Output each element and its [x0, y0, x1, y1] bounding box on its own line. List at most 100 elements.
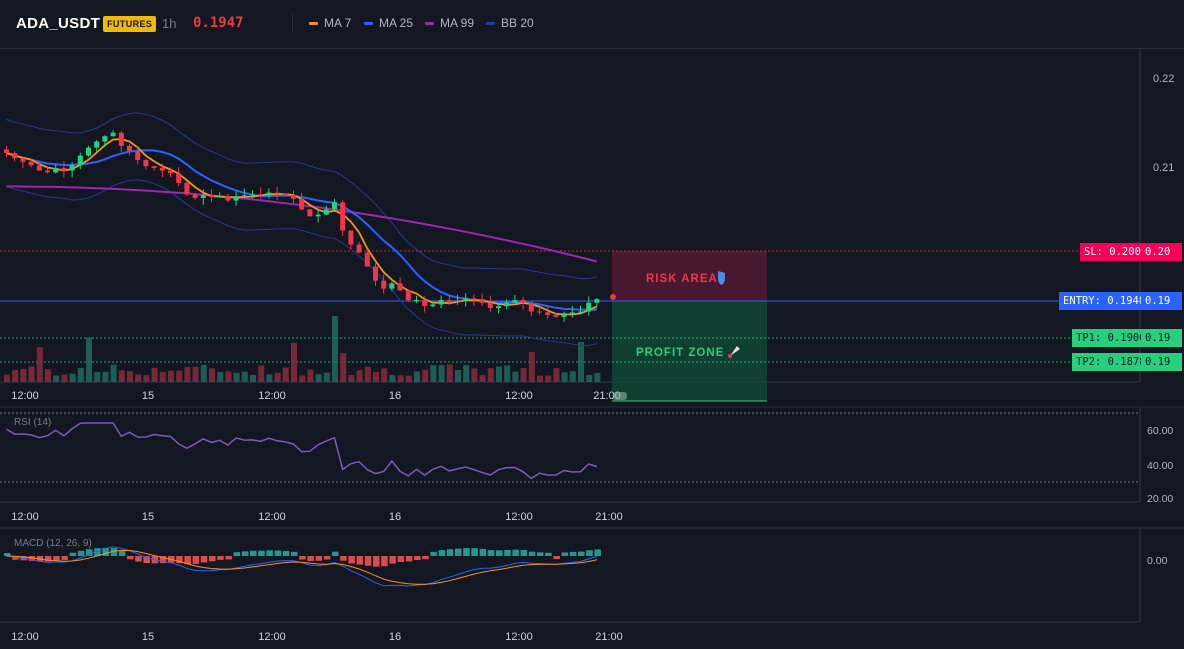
- volume-bar: [241, 371, 248, 382]
- candle-body: [291, 195, 296, 199]
- volume-bar: [233, 372, 240, 382]
- candle-body: [463, 298, 469, 301]
- candle-body: [36, 165, 42, 171]
- volume-bar: [430, 365, 437, 382]
- macd-histogram-bar: [356, 556, 364, 565]
- time-tick: 15: [142, 511, 154, 523]
- volume-bar: [94, 372, 101, 382]
- candle-body: [594, 299, 600, 303]
- volume-bar: [282, 367, 289, 382]
- futures-badge: FUTURES: [103, 16, 157, 32]
- macd-histogram-bar: [209, 556, 216, 562]
- candle-body: [479, 299, 485, 303]
- macd-histogram-bar: [446, 549, 454, 556]
- macd-histogram-bar: [159, 556, 167, 564]
- volume-bar: [471, 368, 478, 382]
- volume-bar: [143, 374, 150, 382]
- macd-histogram-bar: [200, 556, 208, 563]
- candle-body: [77, 155, 83, 166]
- legend-bb20[interactable]: BB 20: [486, 16, 534, 30]
- macd-histogram-bar: [332, 551, 339, 556]
- volume-bars: [4, 316, 601, 382]
- candle-body: [414, 300, 419, 302]
- candle-body: [520, 300, 526, 303]
- volume-bar: [61, 374, 68, 382]
- candle-body: [53, 167, 59, 173]
- macd-histogram-bar: [110, 548, 118, 556]
- macd-histogram-bar: [135, 556, 142, 562]
- candle-body: [504, 302, 510, 307]
- volume-bar: [110, 364, 117, 382]
- macd-histogram-bar: [348, 556, 355, 564]
- macd-histogram-bar: [282, 550, 290, 556]
- volume-bar: [340, 353, 347, 382]
- candle-body: [397, 283, 403, 291]
- candle-body: [307, 209, 313, 217]
- candle-body: [159, 167, 165, 171]
- tp1-tag-text: TP1: 0.1906: [1076, 332, 1146, 344]
- candle-body: [496, 306, 501, 308]
- volume-bar: [28, 366, 35, 382]
- candle-body: [217, 196, 223, 198]
- profit-zone[interactable]: [612, 301, 767, 401]
- candle-body: [553, 315, 559, 317]
- sl-price-tag[interactable]: SL: 0.2004: [1080, 243, 1152, 261]
- candle-body: [356, 244, 362, 253]
- time-tick: 12:00: [258, 390, 286, 402]
- price-tick: 0.21: [1153, 162, 1174, 174]
- candle-body: [20, 158, 26, 162]
- macd-title: MACD (12, 26, 9): [14, 538, 92, 549]
- candles: [4, 130, 600, 323]
- legend-ma99[interactable]: MA 99: [425, 16, 474, 30]
- time-tick: 16: [389, 390, 401, 402]
- volume-bar: [414, 371, 420, 382]
- volume-bar: [176, 370, 183, 382]
- entry-price-tag[interactable]: ENTRY: 0.1948: [1059, 292, 1150, 310]
- macd-histogram-bar: [266, 550, 273, 556]
- rsi-tick: 40.00: [1147, 460, 1173, 472]
- timeframe-label[interactable]: 1h: [162, 16, 177, 31]
- header-divider: [292, 14, 293, 32]
- volume-bar: [266, 374, 273, 382]
- volume-bar: [250, 374, 256, 382]
- candle-body: [332, 202, 337, 210]
- candle-body: [373, 266, 378, 281]
- symbol-name[interactable]: ADA_USDT: [16, 15, 101, 32]
- candle-body: [364, 252, 370, 267]
- ma99-swatch-icon: [425, 21, 434, 25]
- macd-histogram-bar: [307, 556, 314, 561]
- macd-histogram-bar: [28, 556, 36, 561]
- legend-bb20-label: BB 20: [501, 16, 534, 30]
- volume-bar: [45, 369, 51, 382]
- macd-histogram-bar: [94, 548, 101, 556]
- tp2-price-tag[interactable]: TP2: 0.1878: [1072, 353, 1150, 371]
- volume-bar: [438, 365, 445, 382]
- volume-bar: [586, 374, 593, 382]
- candle-body: [315, 214, 321, 217]
- time-tick: 12:00: [11, 511, 39, 523]
- macd-histogram-bar: [496, 550, 503, 556]
- legend-ma25[interactable]: MA 25: [364, 16, 413, 30]
- volume-bar: [496, 366, 502, 382]
- macd-histogram-bar: [512, 549, 519, 556]
- macd-histogram-bar: [45, 556, 52, 562]
- macd-histogram-bar: [520, 550, 528, 556]
- volume-bar: [69, 373, 76, 382]
- volume-bar: [463, 365, 470, 382]
- chart-header: ADA_USDT FUTURES 1h 0.1947 MA 7 MA 25 MA…: [0, 0, 1184, 49]
- time-cursor-marker: [613, 392, 627, 400]
- macd-histogram-bar: [241, 551, 249, 556]
- time-tick: 12:00: [11, 390, 39, 402]
- legend-ma7[interactable]: MA 7: [309, 16, 351, 30]
- tp1-price-tag[interactable]: TP1: 0.1906: [1072, 329, 1150, 347]
- macd-indicator: [4, 546, 601, 587]
- volume-bar: [184, 367, 191, 382]
- risk-area-zone[interactable]: [612, 251, 767, 301]
- price-tick: 0.22: [1153, 73, 1174, 85]
- macd-histogram-bar: [578, 551, 585, 556]
- candle-body: [61, 167, 67, 171]
- volume-bar: [520, 368, 527, 382]
- macd-histogram-bar: [389, 556, 396, 564]
- rsi-line: [6, 422, 598, 480]
